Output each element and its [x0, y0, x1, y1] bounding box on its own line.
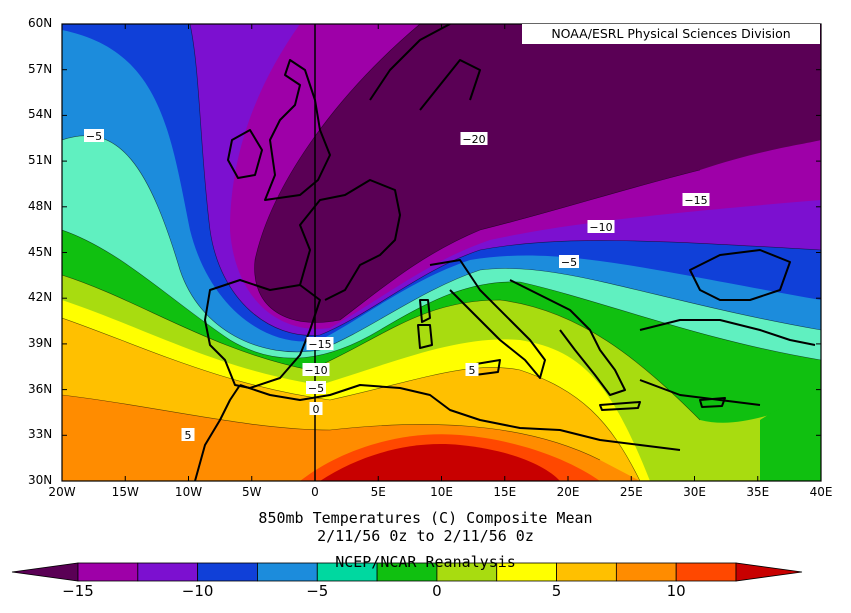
contour-label: −15	[308, 338, 331, 351]
lon-label: 35E	[746, 485, 770, 499]
colorbar-label: −5	[306, 582, 329, 600]
contour-label-box	[84, 129, 104, 142]
contour-label: −15	[684, 194, 707, 207]
lon-label: 0	[311, 485, 319, 499]
axis-ticks	[61, 23, 822, 482]
lon-label: 5W	[242, 485, 262, 499]
lat-label: 30N	[28, 473, 53, 487]
lon-label: 40E	[809, 485, 833, 499]
colorbar-label: 0	[432, 582, 442, 600]
contour-label: −20	[462, 133, 485, 146]
lat-label: 60N	[28, 16, 53, 30]
colorbar-label: 10	[666, 582, 686, 600]
title-line-2: 2/11/56 0z to 2/11/56 0z	[317, 527, 534, 545]
contour-label-box	[682, 193, 710, 206]
contour-label: 0	[313, 403, 320, 416]
lat-label: 48N	[28, 198, 53, 213]
contour-labels: −5 −20 −15 −10 −5 −15 −10 −5 0 5 5	[84, 129, 710, 442]
lon-label: 20W	[48, 485, 76, 499]
contour-label-box	[306, 381, 326, 394]
lat-label: 51N	[28, 153, 53, 168]
contour-label-box	[181, 428, 195, 441]
contour-label-box	[559, 255, 579, 268]
lat-label: 33N	[28, 427, 53, 442]
lon-label: 15E	[493, 485, 517, 499]
contour-label: 5	[185, 429, 192, 442]
colorbar	[11, 562, 803, 582]
colorbar-arrow-high	[735, 562, 803, 582]
lat-label: 36N	[28, 381, 53, 396]
coastlines	[194, 24, 816, 481]
contour-label: 5	[469, 364, 476, 377]
lat-label: 45N	[28, 244, 53, 259]
lat-label: 39N	[28, 335, 53, 350]
colorbar-label: −10	[181, 582, 214, 600]
lon-label: 10W	[174, 485, 203, 499]
title-line-3: NCEP/NCAR Reanalysis	[335, 553, 516, 571]
contour-label: −5	[86, 130, 102, 143]
lat-label: 57N	[28, 61, 53, 76]
contour-label-box	[309, 402, 323, 415]
lat-label: 42N	[28, 290, 53, 305]
contour-label-box	[302, 363, 330, 376]
contour-label-box	[460, 132, 488, 145]
contour-lines	[62, 24, 821, 481]
colorbar-label: −15	[62, 582, 94, 600]
lon-label: 20E	[556, 485, 580, 499]
lon-label: 5E	[370, 485, 386, 499]
lon-label: 10E	[430, 485, 453, 499]
credit-label: NOAA/ESRL Physical Sciences Division	[522, 24, 820, 44]
contour-label-box	[465, 363, 479, 376]
title-line-1: 850mb Temperatures (C) Composite Mean	[258, 509, 593, 527]
lon-label: 25E	[619, 485, 643, 499]
lon-label: 30E	[683, 485, 706, 499]
contour-label: −10	[589, 221, 612, 234]
contour-label-box	[306, 337, 334, 350]
contour-label: −5	[561, 256, 577, 269]
lon-label: 15W	[111, 485, 139, 499]
colorbar-label: 5	[551, 582, 562, 600]
contour-label-box	[587, 220, 615, 233]
filled-contours	[62, 24, 821, 481]
contour-label: −10	[304, 364, 327, 377]
lat-label: 54N	[28, 107, 53, 122]
contour-label: −5	[308, 382, 324, 395]
